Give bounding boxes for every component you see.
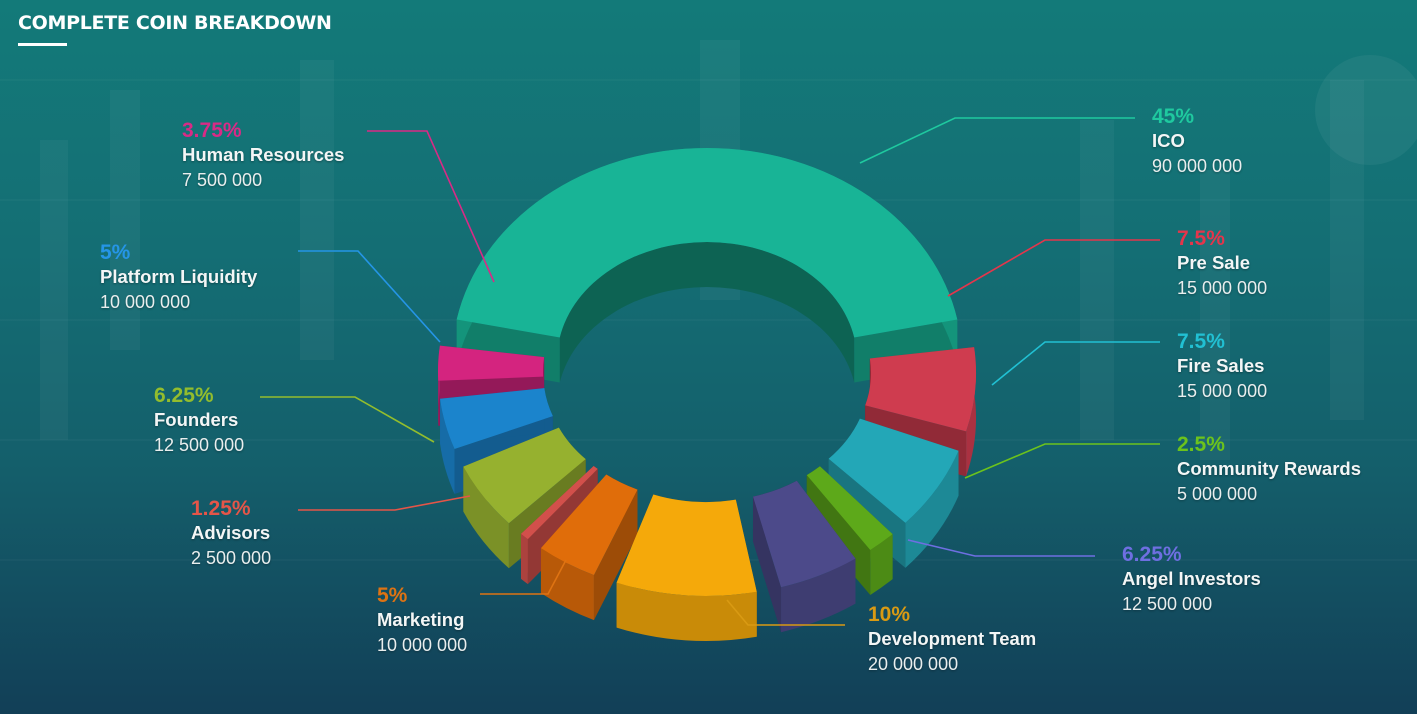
slice-outer-wall <box>905 450 959 568</box>
label-name: Pre Sale <box>1177 252 1251 273</box>
label-pre-sale: 7.5% Pre Sale 15 000 000 <box>1177 228 1267 297</box>
page-header: COMPLETE COIN BREAKDOWN <box>18 12 332 46</box>
slice-inner-wall <box>559 241 855 383</box>
slice-top <box>828 418 959 523</box>
leader-line-ico <box>859 117 1135 164</box>
slice-outer-wall <box>463 466 509 569</box>
label-name: Platform Liquidity <box>100 266 258 287</box>
slice-side <box>752 496 782 633</box>
slice-angel-investors <box>752 480 856 633</box>
label-ico: 45% ICO 90 000 000 <box>1152 106 1242 175</box>
leader-line-development-team <box>726 599 845 626</box>
label-marketing: 5% Marketing 10 000 000 <box>377 585 467 654</box>
label-percent: 1.25% <box>191 497 251 520</box>
slice-top <box>540 474 638 576</box>
slice-top <box>752 480 856 588</box>
slice-outer-wall <box>540 548 594 621</box>
label-name: ICO <box>1152 130 1185 151</box>
label-name: Advisors <box>191 522 271 543</box>
slice-side <box>593 489 638 621</box>
label-percent: 7.5% <box>1177 227 1225 250</box>
label-amount: 20 000 000 <box>868 653 959 674</box>
label-angel-investors: 6.25% Angel Investors 12 500 000 <box>1122 544 1261 613</box>
label-amount: 15 000 000 <box>1177 380 1268 401</box>
label-amount: 2 500 000 <box>191 547 272 568</box>
label-amount: 90 000 000 <box>1152 155 1243 176</box>
title-underline <box>18 43 67 46</box>
label-percent: 7.5% <box>1177 330 1225 353</box>
label-amount: 7 500 000 <box>182 169 263 190</box>
leader-line-human-resources <box>367 130 495 283</box>
label-development-team: 10% Development Team 20 000 000 <box>868 604 1036 673</box>
slice-top <box>616 494 757 596</box>
slice-outer-wall <box>521 533 528 585</box>
leader-line-platform-liquidity <box>298 250 441 343</box>
label-advisors: 1.25% Advisors 2 500 000 <box>191 498 271 567</box>
leader-line-marketing <box>480 559 567 595</box>
slice-top <box>521 465 598 540</box>
slice-side <box>521 465 594 579</box>
label-amount: 12 500 000 <box>1122 593 1213 614</box>
slice-outer-wall <box>870 534 893 595</box>
slice-outer-wall <box>440 398 455 495</box>
slice-top <box>463 427 586 524</box>
leader-line-pre-sale <box>947 239 1160 297</box>
leader-line-founders <box>260 396 435 443</box>
leader-line-advisors <box>298 495 471 511</box>
label-percent: 45% <box>1152 105 1195 128</box>
label-amount: 5 000 000 <box>1177 483 1258 504</box>
label-name: Development Team <box>868 628 1037 649</box>
leader-line-community-rewards <box>964 443 1160 479</box>
label-amount: 12 500 000 <box>154 434 245 455</box>
label-community-rewards: 2.5% Community Rewards 5 000 000 <box>1177 434 1361 503</box>
label-amount: 10 000 000 <box>377 634 468 655</box>
slice-outer-wall <box>616 582 757 641</box>
page-title: COMPLETE COIN BREAKDOWN <box>18 12 332 34</box>
label-percent: 3.75% <box>182 119 242 142</box>
slice-top <box>806 466 893 550</box>
label-percent: 6.25% <box>154 384 214 407</box>
leader-line-fire-sales <box>991 341 1160 386</box>
label-name: Community Rewards <box>1177 458 1362 479</box>
label-amount: 10 000 000 <box>100 291 191 312</box>
slice-top <box>438 345 545 381</box>
label-name: Human Resources <box>182 144 345 165</box>
label-percent: 6.25% <box>1122 543 1182 566</box>
slice-top <box>865 347 976 432</box>
label-name: Fire Sales <box>1177 355 1265 376</box>
slice-top <box>440 388 553 450</box>
slice-outer-wall <box>781 558 856 633</box>
slice-marketing <box>540 474 638 621</box>
label-name: Founders <box>154 409 239 430</box>
label-fire-sales: 7.5% Fire Sales 15 000 000 <box>1177 331 1267 400</box>
slice-ico <box>456 147 958 383</box>
label-platform-liquidity: 5% Platform Liquidity 10 000 000 <box>100 242 257 311</box>
label-name: Angel Investors <box>1122 568 1261 589</box>
label-percent: 2.5% <box>1177 433 1225 456</box>
label-name: Marketing <box>377 609 465 630</box>
label-amount: 15 000 000 <box>1177 277 1268 298</box>
slice-top <box>456 147 958 338</box>
label-percent: 5% <box>100 241 131 264</box>
slice-development-team <box>616 494 757 641</box>
label-human-resources: 3.75% Human Resources 7 500 000 <box>182 120 344 189</box>
leader-line-angel-investors <box>907 539 1095 557</box>
label-founders: 6.25% Founders 12 500 000 <box>154 385 244 454</box>
label-percent: 10% <box>868 603 911 626</box>
label-percent: 5% <box>377 584 408 607</box>
slice-outer-wall <box>966 347 976 477</box>
